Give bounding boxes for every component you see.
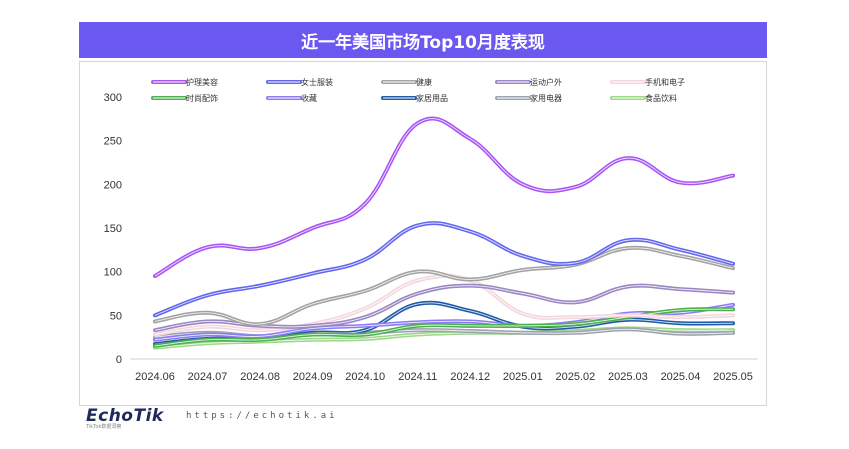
legend-item: 家用电器: [495, 93, 562, 103]
chart-title-bar: 近一年美国市场Top10月度表现: [79, 22, 767, 58]
y-tick-label: 150: [104, 223, 122, 235]
legend-label: 食品饮料: [645, 93, 677, 103]
legend-label: 时尚配饰: [186, 93, 218, 103]
series-line-stroke: [153, 221, 735, 318]
series-line-highlight: [154, 222, 734, 316]
logo-subtitle: TikTok数据洞察: [86, 424, 122, 430]
series-line: [153, 245, 735, 327]
x-tick-label: 2024.11: [398, 371, 437, 383]
y-tick-label: 250: [104, 136, 122, 148]
legend-item: 健康: [381, 77, 432, 87]
series-line-stroke: [153, 116, 735, 279]
x-tick-label: 2025.04: [661, 371, 701, 383]
legend-item: 时尚配饰: [151, 93, 218, 103]
y-tick-label: 0: [116, 354, 122, 366]
site-url: https://echotik.ai: [186, 411, 338, 421]
x-tick-label: 2024.10: [345, 371, 385, 383]
legend-item: 食品饮料: [610, 93, 677, 103]
legend-label: 家用电器: [530, 93, 562, 103]
y-tick-label: 100: [104, 267, 122, 279]
y-tick-label: 200: [104, 179, 122, 191]
series-line-highlight: [154, 304, 734, 341]
x-tick-label: 2024.09: [293, 371, 333, 383]
x-tick-label: 2024.07: [188, 371, 228, 383]
legend-label: 收藏: [301, 93, 317, 103]
series-line-highlight: [154, 247, 734, 325]
series-line: [153, 116, 735, 279]
legend-label: 运动户外: [530, 77, 562, 87]
x-axis: 2024.06 2024.07 2024.08 2024.09 2024.10 2024.…: [135, 371, 753, 383]
x-tick-label: 2025.03: [608, 371, 648, 383]
echotik-logo: EchoTik: [86, 406, 164, 426]
legend-label: 家居用品: [416, 93, 448, 103]
series-line: [153, 302, 735, 342]
y-tick-label: 50: [110, 310, 122, 322]
legend-item: 运动户外: [495, 77, 562, 87]
legend-label: 护理美容: [186, 77, 218, 87]
y-axis: 0 50 100 150 200 250 300: [104, 92, 758, 366]
series-line: [153, 221, 735, 318]
x-tick-label: 2024.06: [135, 371, 175, 383]
series-line-highlight: [154, 118, 734, 277]
x-tick-label: 2024.08: [240, 371, 280, 383]
legend-item: 家居用品: [381, 93, 448, 103]
series-lines: [153, 116, 735, 350]
y-tick-label: 300: [104, 92, 122, 104]
legend-label: 健康: [416, 77, 432, 87]
legend-item: 收藏: [266, 93, 317, 103]
legend-label: 女士服装: [301, 77, 333, 87]
x-tick-label: 2025.01: [503, 371, 543, 383]
x-tick-label: 2025.05: [713, 371, 753, 383]
x-tick-label: 2025.02: [555, 371, 595, 383]
legend-label: 手机和电子: [645, 77, 685, 87]
legend-item: 女士服装: [266, 77, 333, 87]
chart-title: 近一年美国市场Top10月度表现: [301, 32, 545, 53]
x-tick-label: 2024.12: [450, 371, 490, 383]
legend-item: 护理美容: [151, 77, 218, 87]
legend-item: 手机和电子: [610, 77, 685, 87]
